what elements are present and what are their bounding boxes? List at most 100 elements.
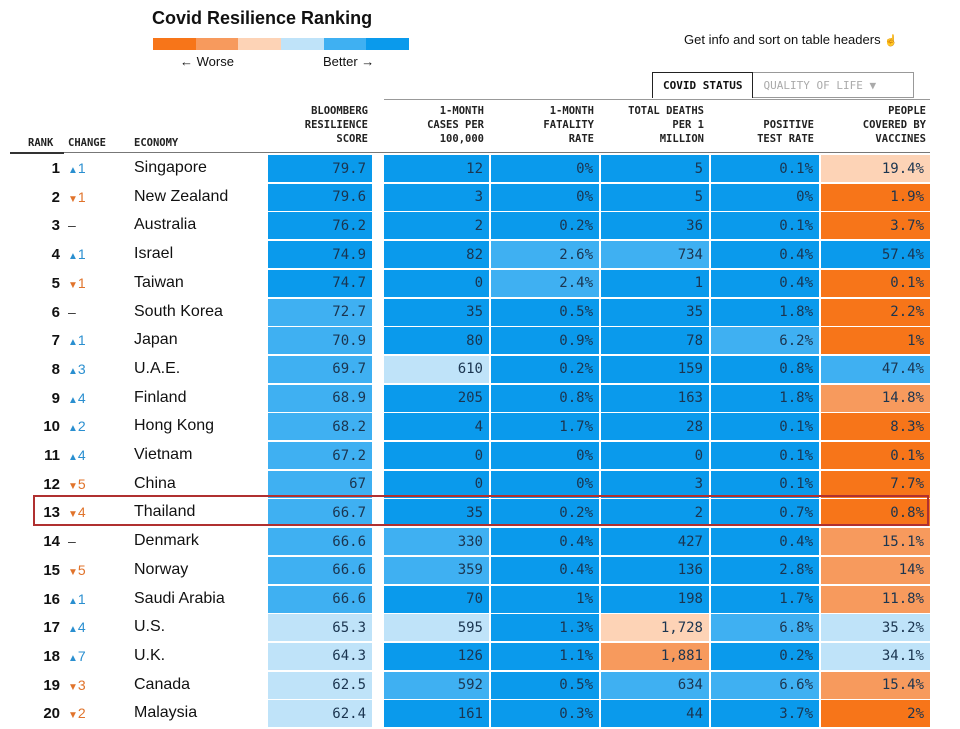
rank-value: 7 xyxy=(51,332,60,350)
change-value: 3 xyxy=(77,676,86,693)
fatality-cell: 1.3% xyxy=(491,614,599,642)
economy-name: Thailand xyxy=(134,503,196,521)
table-row[interactable]: 11 ▲4 Vietnam 67.2 0 0% 0 0.1% 0.1% xyxy=(0,442,960,471)
table-row[interactable]: 16 ▲1 Saudi Arabia 66.6 70 1% 198 1.7% 11.8% xyxy=(0,585,960,615)
header-line: SCORE xyxy=(336,133,368,145)
fatality-cell: 1.7% xyxy=(491,413,599,441)
change-value: 5 xyxy=(77,475,86,492)
col-header-fatality[interactable]: 1-MONTH FATALITY RATE xyxy=(494,104,594,146)
cases-cell: 80 xyxy=(384,327,489,355)
table-row[interactable]: 8 ▲3 U.A.E. 69.7 610 0.2% 159 0.8% 47.4% xyxy=(0,355,960,385)
fatality-cell: 0.4% xyxy=(491,528,599,556)
cases-cell: 161 xyxy=(384,700,489,728)
table-row[interactable]: 17 ▲4 U.S. 65.3 595 1.3% 1,728 6.8% 35.2% xyxy=(0,614,960,643)
col-header-economy[interactable]: ECONOMY xyxy=(134,137,179,149)
col-header-cases[interactable]: 1-MONTH CASES PER 100,000 xyxy=(384,104,484,146)
vaccines-cell: 35.2% xyxy=(821,614,930,642)
table-row[interactable]: 18 ▲7 U.K. 64.3 126 1.1% 1,881 0.2% 34.1% xyxy=(0,642,960,672)
table-row[interactable]: 2 ▼1 New Zealand 79.6 3 0% 5 0% 1.9% xyxy=(0,183,960,213)
legend-swatch xyxy=(281,38,324,50)
table-row[interactable]: 3– Australia 76.2 2 0.2% 36 0.1% 3.7% xyxy=(0,212,960,241)
fatality-cell: 0% xyxy=(491,183,599,211)
tab-covid-status[interactable]: COVID STATUS xyxy=(652,72,754,98)
score-cell: 70.9 xyxy=(268,327,372,355)
header-line: 1-MONTH xyxy=(439,105,484,117)
rank-change: ▼5 xyxy=(68,476,86,492)
fatality-cell: 1% xyxy=(491,585,599,613)
legend-swatch xyxy=(366,38,410,50)
table-row[interactable]: 7 ▲1 Japan 70.9 80 0.9% 78 6.2% 1% xyxy=(0,327,960,356)
table-row[interactable]: 14– Denmark 66.6 330 0.4% 427 0.4% 15.1% xyxy=(0,528,960,557)
cases-cell: 12 xyxy=(384,155,489,182)
table-row[interactable]: 13 ▼4 Thailand 66.7 35 0.2% 2 0.7% 0.8% xyxy=(0,499,960,528)
deaths-cell: 28 xyxy=(601,413,709,441)
vaccines-cell: 47.4% xyxy=(821,355,930,383)
table-row[interactable]: 9 ▲4 Finland 68.9 205 0.8% 163 1.8% 14.8% xyxy=(0,384,960,414)
deaths-cell: 163 xyxy=(601,384,709,412)
table-row[interactable]: 15 ▼5 Norway 66.6 359 0.4% 136 2.8% 14% xyxy=(0,556,960,586)
deaths-cell: 3 xyxy=(601,470,709,498)
col-header-score[interactable]: BLOOMBERG RESILIENCE SCORE xyxy=(268,104,368,146)
fatality-cell: 2.6% xyxy=(491,241,599,269)
header-line: FATALITY xyxy=(543,119,594,131)
table-row[interactable]: 10 ▲2 Hong Kong 68.2 4 1.7% 28 0.1% 8.3% xyxy=(0,413,960,442)
table-row[interactable]: 1 ▲1 Singapore 79.7 12 0% 5 0.1% 19.4% xyxy=(0,155,960,184)
cases-cell: 35 xyxy=(384,298,489,326)
table-row[interactable]: 12 ▼5 China 67 0 0% 3 0.1% 7.7% xyxy=(0,470,960,500)
fatality-cell: 0.2% xyxy=(491,355,599,383)
economy-name: Vietnam xyxy=(134,446,193,463)
deaths-cell: 427 xyxy=(601,528,709,556)
cases-cell: 82 xyxy=(384,241,489,269)
fatality-cell: 2.4% xyxy=(491,269,599,297)
rank-change: ▼4 xyxy=(68,504,86,520)
positive-cell: 1.8% xyxy=(711,298,819,326)
header-line: TOTAL DEATHS xyxy=(628,105,704,117)
rank-change: ▼2 xyxy=(68,705,86,721)
positive-cell: 0% xyxy=(711,183,819,211)
tab-quality-of-life[interactable]: QUALITY OF LIFE ▼ xyxy=(753,72,915,98)
vaccines-cell: 34.1% xyxy=(821,642,930,670)
triangle-down-icon: ▼ xyxy=(68,193,78,205)
rank-value: 8 xyxy=(51,360,60,378)
deaths-cell: 1,881 xyxy=(601,642,709,670)
change-value: 3 xyxy=(77,360,86,377)
page-title: Covid Resilience Ranking xyxy=(152,8,373,28)
col-header-deaths[interactable]: TOTAL DEATHS PER 1 MILLION xyxy=(594,104,704,146)
col-header-positive[interactable]: POSITIVE TEST RATE xyxy=(714,118,814,146)
rank-value: 19 xyxy=(43,676,60,694)
table-row[interactable]: 19 ▼3 Canada 62.5 592 0.5% 634 6.6% 15.4% xyxy=(0,671,960,701)
pointer-hand-icon: ☝ xyxy=(884,35,898,47)
table-row[interactable]: 6– South Korea 72.7 35 0.5% 35 1.8% 2.2% xyxy=(0,298,960,328)
change-value: 4 xyxy=(77,619,86,636)
fatality-cell: 0% xyxy=(491,442,599,469)
cases-cell: 3 xyxy=(384,183,489,211)
rank-value: 6 xyxy=(51,303,60,321)
fatality-cell: 0% xyxy=(491,470,599,498)
table-row[interactable]: 5 ▼1 Taiwan 74.7 0 2.4% 1 0.4% 0.1% xyxy=(0,269,960,299)
change-value: 4 xyxy=(77,504,86,521)
vaccines-cell: 2% xyxy=(821,700,930,728)
economy-name: South Korea xyxy=(134,302,223,320)
col-header-vaccines[interactable]: PEOPLE COVERED BY VACCINES xyxy=(824,104,926,146)
col-header-rank[interactable]: RANK xyxy=(28,137,54,149)
positive-cell: 0.4% xyxy=(711,241,819,269)
vaccines-cell: 1% xyxy=(821,327,930,355)
col-header-change[interactable]: CHANGE xyxy=(68,137,106,149)
legend-swatch xyxy=(195,38,239,50)
cases-cell: 70 xyxy=(384,585,489,613)
table-row[interactable]: 4 ▲1 Israel 74.9 82 2.6% 734 0.4% 57.4% xyxy=(0,241,960,270)
score-cell: 62.4 xyxy=(268,700,372,728)
rank-change: ▲7 xyxy=(68,648,86,664)
score-cell: 66.6 xyxy=(268,528,372,556)
cases-cell: 0 xyxy=(384,442,489,469)
rank-value: 4 xyxy=(51,246,60,264)
rank-change: ▲1 xyxy=(68,246,86,262)
deaths-cell: 1,728 xyxy=(601,614,709,642)
positive-cell: 3.7% xyxy=(711,700,819,728)
triangle-up-icon: ▲ xyxy=(68,337,78,349)
positive-cell: 0.1% xyxy=(711,413,819,441)
deaths-cell: 0 xyxy=(601,442,709,469)
score-cell: 68.2 xyxy=(268,413,372,441)
rank-value: 2 xyxy=(51,188,60,206)
table-row[interactable]: 20 ▼2 Malaysia 62.4 161 0.3% 44 3.7% 2% xyxy=(0,700,960,729)
